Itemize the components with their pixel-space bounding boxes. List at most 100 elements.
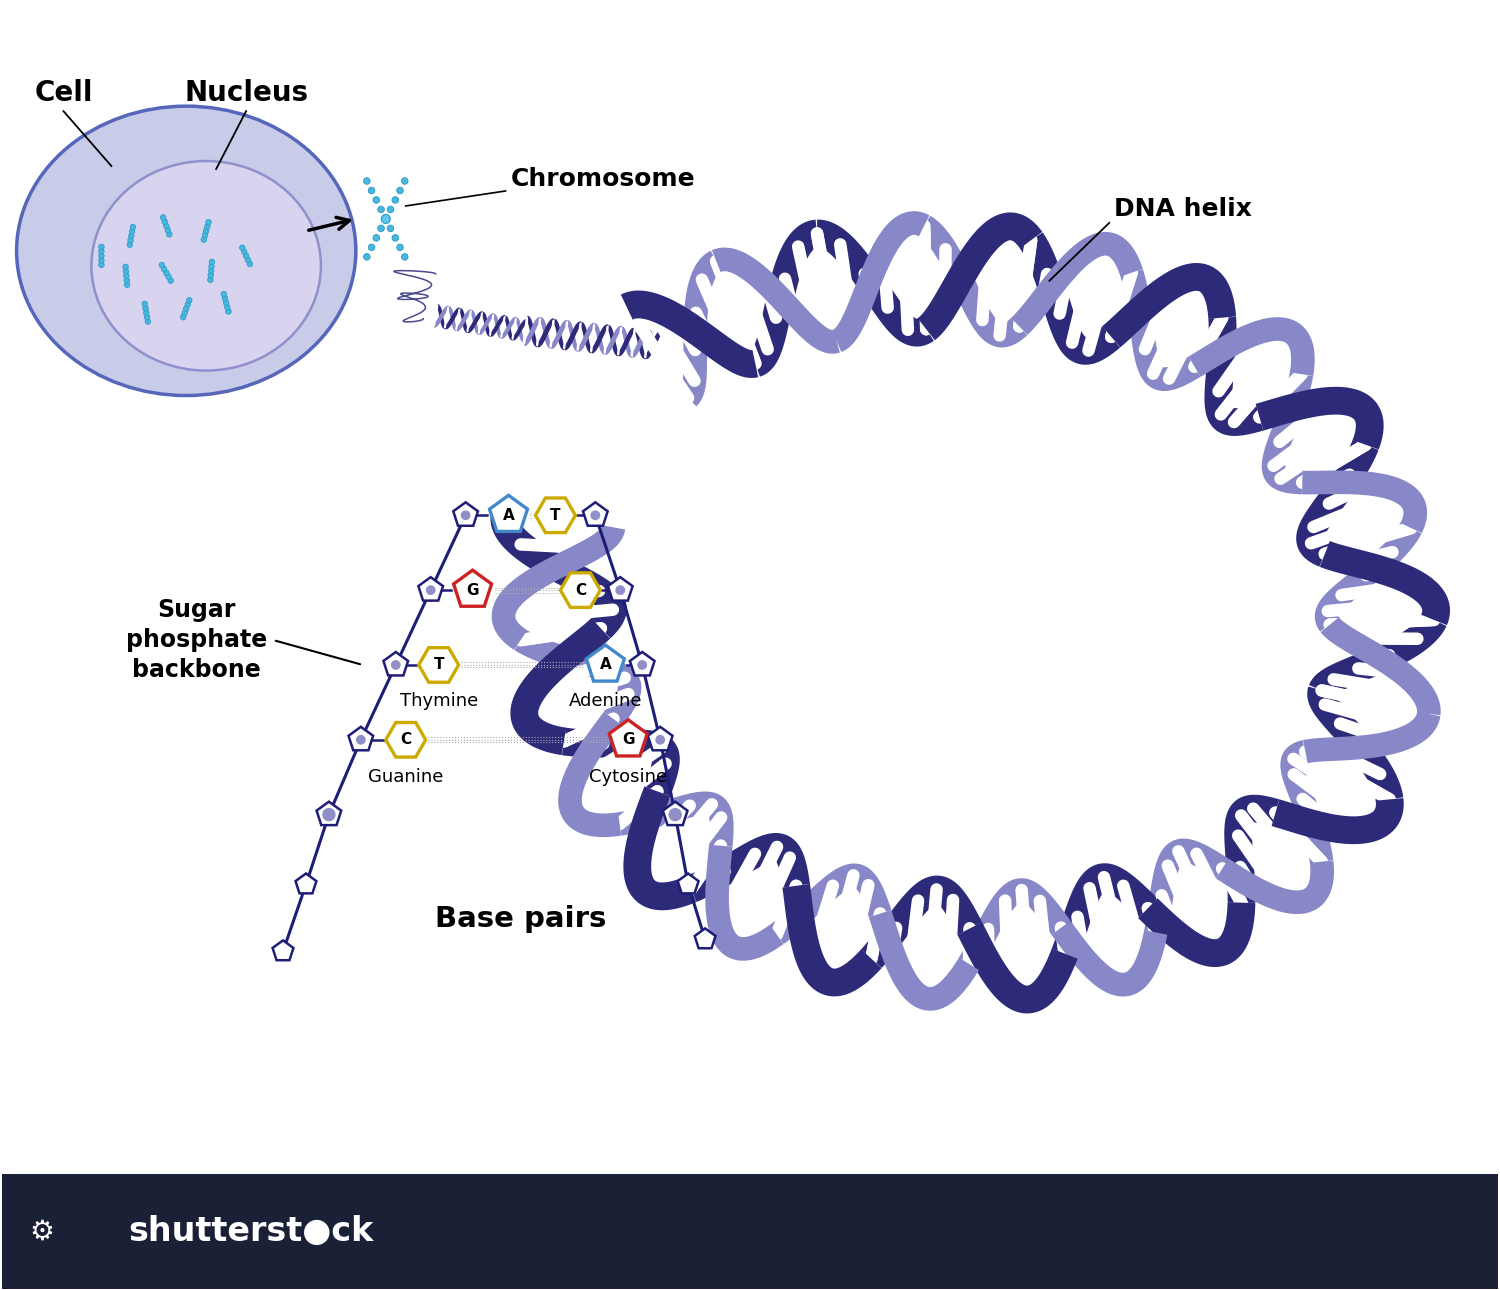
Circle shape (128, 237, 134, 243)
Text: ⚙: ⚙ (28, 1218, 54, 1246)
Circle shape (204, 228, 209, 233)
Circle shape (369, 244, 375, 250)
Text: G: G (466, 583, 478, 597)
Circle shape (225, 304, 230, 310)
Circle shape (357, 735, 364, 744)
Circle shape (209, 263, 214, 270)
Circle shape (224, 301, 230, 306)
Polygon shape (586, 645, 624, 681)
Text: Thymine: Thymine (399, 691, 478, 710)
Circle shape (186, 298, 192, 303)
Circle shape (124, 277, 129, 283)
Circle shape (164, 223, 170, 228)
Polygon shape (419, 577, 442, 601)
Circle shape (144, 315, 150, 320)
Text: Base pairs: Base pairs (435, 906, 606, 934)
Circle shape (204, 223, 210, 230)
Circle shape (99, 258, 104, 263)
Circle shape (670, 810, 680, 819)
Circle shape (162, 219, 168, 224)
Circle shape (225, 308, 231, 315)
Polygon shape (608, 577, 633, 601)
Circle shape (363, 254, 370, 261)
Circle shape (616, 586, 624, 595)
Circle shape (160, 266, 166, 272)
Circle shape (322, 809, 334, 820)
Circle shape (180, 315, 186, 320)
Circle shape (392, 196, 399, 204)
Text: Nucleus: Nucleus (184, 79, 308, 107)
Polygon shape (453, 570, 492, 606)
Polygon shape (536, 498, 576, 533)
Circle shape (207, 277, 213, 283)
Polygon shape (384, 651, 408, 676)
Text: T: T (433, 658, 444, 672)
Circle shape (209, 259, 214, 264)
Circle shape (220, 292, 226, 297)
Circle shape (184, 302, 190, 307)
Circle shape (378, 226, 384, 232)
Polygon shape (273, 940, 294, 960)
Circle shape (374, 196, 380, 204)
Circle shape (201, 237, 207, 243)
Circle shape (99, 244, 104, 250)
Circle shape (378, 206, 384, 213)
Circle shape (123, 273, 129, 279)
Text: shutterst●ck: shutterst●ck (129, 1215, 374, 1249)
Circle shape (244, 257, 250, 263)
Circle shape (165, 273, 171, 280)
Ellipse shape (92, 161, 321, 370)
Ellipse shape (16, 106, 355, 396)
Text: Adenine: Adenine (568, 691, 642, 710)
Text: Cytosine: Cytosine (590, 768, 668, 786)
Circle shape (209, 268, 214, 273)
Text: Sugar
phosphate
backbone: Sugar phosphate backbone (126, 599, 267, 681)
Circle shape (243, 253, 249, 258)
Text: T: T (550, 508, 561, 522)
Circle shape (669, 809, 681, 820)
Circle shape (591, 511, 600, 520)
Polygon shape (694, 929, 715, 948)
Circle shape (374, 235, 380, 241)
Circle shape (248, 261, 252, 267)
Circle shape (206, 219, 212, 224)
Polygon shape (419, 648, 459, 682)
Circle shape (99, 262, 104, 267)
Polygon shape (348, 726, 374, 751)
Circle shape (387, 226, 394, 232)
Circle shape (462, 511, 470, 520)
Text: A: A (503, 508, 515, 522)
Circle shape (124, 283, 130, 288)
Bar (2, 1174, 1498, 1289)
Text: C: C (574, 583, 586, 597)
Polygon shape (561, 573, 600, 608)
Circle shape (182, 310, 188, 316)
Circle shape (123, 264, 129, 270)
Text: Chromosome: Chromosome (510, 166, 694, 191)
Circle shape (142, 306, 148, 311)
Circle shape (159, 262, 165, 268)
Polygon shape (584, 502, 608, 526)
Circle shape (129, 228, 135, 235)
Polygon shape (663, 801, 687, 826)
Circle shape (160, 214, 166, 221)
Text: DNA helix: DNA helix (1114, 197, 1252, 221)
Circle shape (222, 295, 228, 301)
Circle shape (387, 206, 394, 213)
Polygon shape (609, 720, 646, 756)
Circle shape (99, 253, 104, 258)
Circle shape (123, 268, 129, 273)
Circle shape (363, 178, 370, 184)
Circle shape (129, 233, 134, 239)
Text: C: C (400, 733, 411, 747)
Polygon shape (678, 873, 699, 894)
Text: A: A (600, 658, 610, 672)
Text: Guanine: Guanine (368, 768, 444, 786)
Circle shape (369, 187, 375, 194)
Circle shape (165, 227, 171, 233)
Circle shape (128, 243, 132, 248)
Circle shape (324, 810, 333, 819)
Circle shape (142, 301, 147, 307)
Circle shape (130, 224, 135, 230)
Circle shape (396, 187, 404, 194)
